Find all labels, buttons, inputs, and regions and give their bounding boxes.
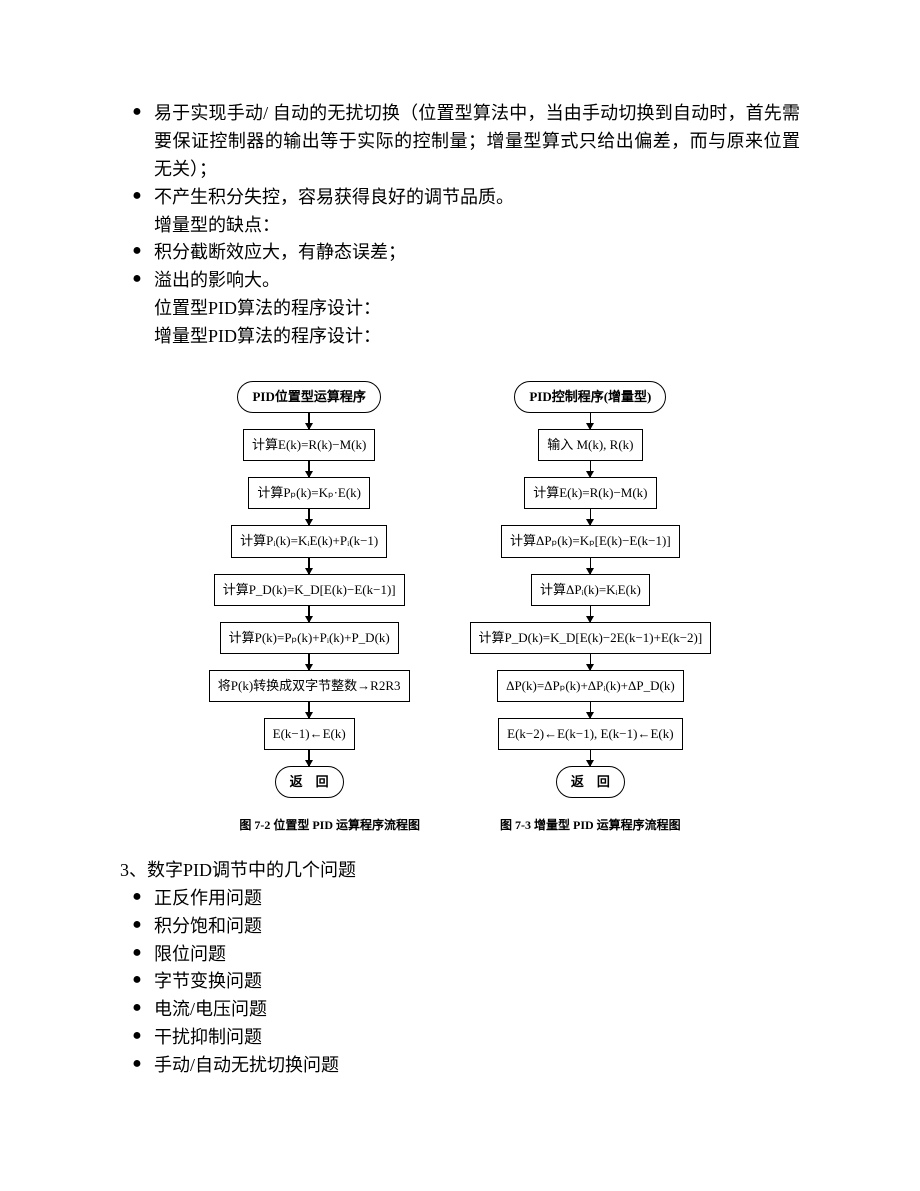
sec3-bullet-4: ● 字节变换问题: [120, 968, 800, 996]
bullet-icon: ●: [120, 1024, 154, 1049]
inc-drawback-title: 增量型的缺点：: [120, 212, 800, 240]
inc-drawback-2: ● 溢出的影响大。: [120, 267, 800, 295]
page-content: ● 易于实现手动/ 自动的无扰切换（位置型算法中，当由手动切换到自动时，首先需要…: [0, 0, 920, 1140]
bullet-text: 电流/电压问题: [154, 996, 800, 1024]
bullet-icon: ●: [120, 996, 154, 1021]
fc-left-step4: 计算P_D(k)=K_D[E(k)−E(k−1)]: [214, 574, 405, 606]
arrow-icon: [590, 750, 592, 766]
bullet-icon: ●: [120, 100, 154, 125]
inc-drawback-1: ● 积分截断效应大，有静态误差；: [120, 239, 800, 267]
bullet-text: 限位问题: [154, 941, 800, 969]
bullet-icon: ●: [120, 239, 154, 264]
fc-right-step5: 计算P_D(k)=K_D[E(k)−2E(k−1)+E(k−2)]: [470, 622, 712, 654]
arrow-icon: [308, 509, 310, 525]
prog-line-1: 位置型PID算法的程序设计：: [120, 295, 800, 323]
prog-line-2: 增量型PID算法的程序设计：: [120, 323, 800, 351]
fc-left-start: PID位置型运算程序: [237, 381, 380, 413]
flowchart-right: PID控制程序(增量型) 输入 M(k), R(k) 计算E(k)=R(k)−M…: [470, 381, 712, 798]
bullet-text: 不产生积分失控，容易获得良好的调节品质。: [154, 184, 800, 212]
arrow-icon: [308, 606, 310, 622]
bullet-icon: ●: [120, 913, 154, 938]
sec3-bullet-5: ● 电流/电压问题: [120, 996, 800, 1024]
fc-right-step7: E(k−2)←E(k−1), E(k−1)←E(k): [498, 718, 682, 750]
fc-right-step2: 计算E(k)=R(k)−M(k): [524, 477, 656, 509]
fc-left-step5: 计算P(k)=Pₚ(k)+Pᵢ(k)+P_D(k): [220, 622, 399, 654]
fc-left-step2: 计算Pₚ(k)=Kₚ·E(k): [248, 477, 370, 509]
fc-right-step6: ΔP(k)=ΔPₚ(k)+ΔPᵢ(k)+ΔP_D(k): [497, 670, 684, 702]
fc-right-step1: 输入 M(k), R(k): [538, 429, 642, 461]
sec3-bullet-1: ● 正反作用问题: [120, 885, 800, 913]
bullet-text: 积分截断效应大，有静态误差；: [154, 239, 800, 267]
flowcharts-container: PID位置型运算程序 计算E(k)=R(k)−M(k) 计算Pₚ(k)=Kₚ·E…: [120, 381, 800, 798]
arrow-icon: [308, 702, 310, 718]
bullet-text: 正反作用问题: [154, 885, 800, 913]
bullet-text: 溢出的影响大。: [154, 267, 800, 295]
bullet-text: 积分饱和问题: [154, 913, 800, 941]
arrow-icon: [308, 558, 310, 574]
flowchart-captions: 图 7-2 位置型 PID 运算程序流程图 图 7-3 增量型 PID 运算程序…: [120, 816, 800, 835]
fc-left-step3: 计算Pᵢ(k)=KᵢE(k)+Pᵢ(k−1): [231, 525, 387, 557]
fc-right-step3: 计算ΔPₚ(k)=Kₚ[E(k)−E(k−1)]: [501, 525, 680, 557]
bullet-icon: ●: [120, 184, 154, 209]
caption-left: 图 7-2 位置型 PID 运算程序流程图: [239, 816, 420, 835]
bullet-text: 字节变换问题: [154, 968, 800, 996]
fc-right-end: 返 回: [556, 766, 625, 798]
arrow-icon: [590, 606, 592, 622]
bullet-icon: ●: [120, 941, 154, 966]
fc-left-step1: 计算E(k)=R(k)−M(k): [243, 429, 375, 461]
sec3-bullet-6: ● 干扰抑制问题: [120, 1024, 800, 1052]
arrow-icon: [308, 413, 310, 429]
fc-left-end: 返 回: [275, 766, 344, 798]
top-bullet-2: ● 不产生积分失控，容易获得良好的调节品质。: [120, 184, 800, 212]
arrow-icon: [590, 702, 592, 718]
bullet-text: 手动/自动无扰切换问题: [154, 1052, 800, 1080]
sec3-bullet-7: ● 手动/自动无扰切换问题: [120, 1052, 800, 1080]
caption-right: 图 7-3 增量型 PID 运算程序流程图: [500, 816, 681, 835]
flowchart-left: PID位置型运算程序 计算E(k)=R(k)−M(k) 计算Pₚ(k)=Kₚ·E…: [209, 381, 410, 798]
bullet-text: 易于实现手动/ 自动的无扰切换（位置型算法中，当由手动切换到自动时，首先需要保证…: [154, 100, 800, 184]
sec3-bullet-2: ● 积分饱和问题: [120, 913, 800, 941]
fc-left-step6: 将P(k)转换成双字节整数→R2R3: [209, 670, 410, 702]
arrow-icon: [590, 654, 592, 670]
bullet-icon: ●: [120, 267, 154, 292]
bullet-text: 干扰抑制问题: [154, 1024, 800, 1052]
bullet-icon: ●: [120, 968, 154, 993]
section3-title: 3、数字PID调节中的几个问题: [120, 857, 800, 885]
sec3-bullet-3: ● 限位问题: [120, 941, 800, 969]
fc-right-step4: 计算ΔPᵢ(k)=KᵢE(k): [531, 574, 650, 606]
arrow-icon: [590, 558, 592, 574]
arrow-icon: [590, 461, 592, 477]
arrow-icon: [308, 750, 310, 766]
fc-right-start: PID控制程序(增量型): [514, 381, 666, 413]
arrow-icon: [308, 654, 310, 670]
arrow-icon: [590, 413, 592, 429]
arrow-icon: [590, 509, 592, 525]
fc-left-step7: E(k−1)←E(k): [264, 718, 355, 750]
bullet-icon: ●: [120, 885, 154, 910]
bullet-icon: ●: [120, 1052, 154, 1077]
top-bullet-1: ● 易于实现手动/ 自动的无扰切换（位置型算法中，当由手动切换到自动时，首先需要…: [120, 100, 800, 184]
arrow-icon: [308, 461, 310, 477]
